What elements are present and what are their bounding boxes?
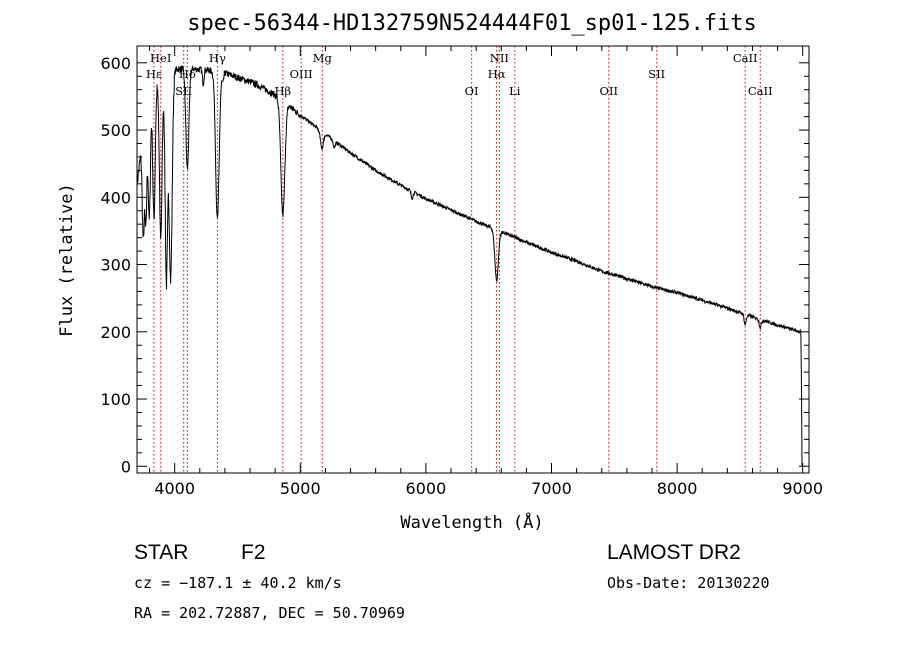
y-tick-label: 0 [121,457,131,476]
line-marker-label: SII [175,84,192,98]
spectrum-line [136,64,803,467]
y-tick-label: 300 [100,256,131,275]
line-marker-label: CaII [733,51,758,65]
spectral-subclass: F2 [241,541,266,564]
y-tick-label: 600 [100,54,131,73]
line-marker-label: Hε [146,67,162,81]
x-tick-label: 9000 [782,479,823,498]
y-tick-label: 100 [100,390,131,409]
line-marker-label: OIII [290,67,313,81]
y-tick-label: 400 [100,188,131,207]
x-tick-labels: 4000 5000 6000 7000 8000 9000 [154,479,823,498]
x-tick-label: 8000 [657,479,698,498]
y-tick-label: 500 [100,121,131,140]
line-marker-label: CaII [748,84,773,98]
line-marker-label: Li [509,84,521,98]
y-tick-labels: 0 100 200 300 400 500 600 [100,54,131,476]
y-axis-label: Flux (relative) [57,183,77,337]
object-type: STAR [134,541,188,564]
redshift-readout: cz = −187.1 ± 40.2 km/s [134,574,342,592]
line-marker-label: Hγ [209,51,226,65]
coordinates: RA = 202.72887, DEC = 50.70969 [134,604,405,622]
axis-ticks [137,46,809,473]
line-marker-label: Hα [488,67,506,81]
x-tick-label: 7000 [531,479,572,498]
obs-date: Obs-Date: 20130220 [607,574,770,592]
line-marker-label: SII [648,67,665,81]
x-tick-label: 4000 [154,479,195,498]
x-tick-label: 6000 [406,479,447,498]
line-marker-label: OI [465,84,479,98]
chart-title: spec-56344-HD132759N524444F01_sp01-125.f… [187,11,757,36]
line-marker-label: NII [490,51,509,65]
x-tick-label: 5000 [280,479,321,498]
plot-frame [136,45,810,474]
survey-name: LAMOST DR2 [607,541,741,564]
line-marker-label: Hβ [274,84,291,98]
line-marker-label: Mg [313,51,333,65]
line-marker-label: HeI [150,51,171,65]
y-tick-label: 200 [100,323,131,342]
x-axis-label: Wavelength (Å) [400,511,543,533]
line-markers [153,46,761,473]
line-marker-label: OII [600,84,619,98]
